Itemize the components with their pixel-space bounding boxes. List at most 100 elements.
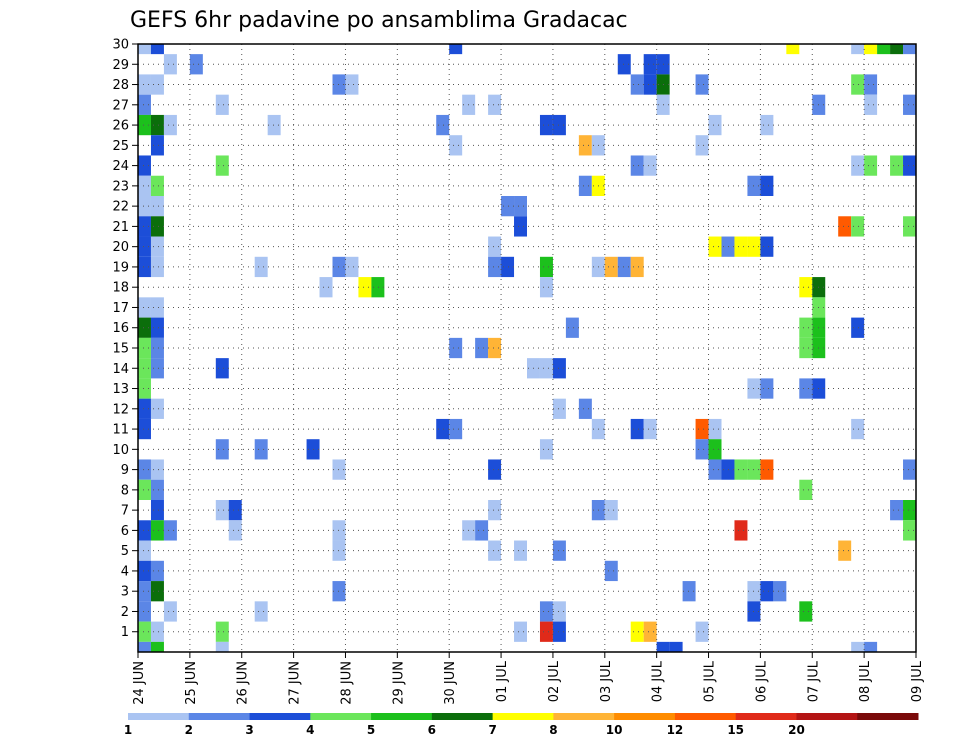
heatmap-cell — [449, 44, 463, 55]
heatmap-cell — [138, 398, 151, 419]
heatmap-cell — [449, 337, 463, 359]
heatmap-cell — [189, 54, 203, 75]
heatmap-cell — [138, 236, 151, 257]
heatmap-cell — [150, 459, 164, 480]
heatmap-cell — [617, 54, 631, 75]
heatmap-cell — [604, 256, 618, 278]
x-tick-label: 25 JUN — [184, 661, 199, 705]
heatmap-cell — [669, 641, 683, 652]
heatmap-cell — [228, 500, 242, 521]
y-tick-label: 23 — [112, 179, 129, 194]
y-tick-label: 9 — [121, 463, 129, 478]
heatmap-cell — [215, 641, 229, 652]
heatmap-cell — [734, 520, 748, 541]
heatmap-cell — [138, 520, 151, 541]
heatmap-cell — [475, 337, 489, 359]
x-tick-label: 07 JUL — [806, 660, 821, 702]
y-tick-label: 13 — [112, 382, 129, 397]
legend-label: 15 — [727, 723, 744, 737]
heatmap-cell — [903, 459, 916, 480]
legend-label: 7 — [488, 723, 496, 737]
legend-swatch — [431, 713, 494, 720]
heatmap-cell — [514, 196, 527, 217]
y-tick-label: 26 — [112, 119, 129, 134]
heatmap-cell — [864, 641, 878, 652]
heatmap-cell — [799, 337, 813, 359]
heatmap-cell — [371, 277, 385, 298]
heatmap-cell — [150, 196, 164, 217]
heatmap-cell — [150, 337, 164, 359]
heatmap-cell — [150, 358, 164, 379]
heatmap-cell — [864, 94, 878, 115]
heatmap-cell — [254, 256, 268, 278]
y-tick-label: 14 — [112, 362, 129, 377]
legend-label: 10 — [606, 723, 623, 737]
heatmap-cell — [799, 277, 813, 298]
legend-label: 4 — [306, 723, 314, 737]
heatmap-cell — [488, 256, 502, 278]
heatmap-cell — [138, 74, 151, 95]
heatmap-cell — [695, 74, 709, 95]
heatmap-cell — [138, 94, 151, 115]
legend-swatch — [371, 713, 433, 720]
heatmap-cell — [150, 641, 164, 652]
heatmap-cell — [150, 479, 164, 500]
heatmap-cell — [215, 439, 229, 460]
heatmap-cell — [150, 256, 164, 278]
heatmap-cell — [890, 44, 904, 55]
heatmap-cell — [903, 500, 916, 521]
heatmap-cell — [851, 216, 865, 237]
y-tick-label: 19 — [112, 260, 129, 275]
y-tick-label: 24 — [112, 159, 129, 174]
legend-label: 3 — [245, 723, 253, 737]
heatmap-cell — [163, 114, 177, 136]
x-tick-label: 30 JUN — [443, 661, 458, 705]
heatmap-cell — [150, 560, 164, 582]
heatmap-cell — [760, 175, 774, 196]
heatmap-cell — [890, 155, 904, 176]
heatmap-cell — [138, 297, 151, 318]
y-tick-label: 3 — [121, 585, 129, 600]
legend-label: 12 — [667, 723, 684, 737]
heatmap-cell — [138, 641, 151, 652]
chart-title: GEFS 6hr padavine po ansamblima Gradacac — [130, 8, 628, 33]
y-tick-label: 10 — [112, 443, 129, 458]
heatmap-cell — [254, 601, 268, 622]
heatmap-cell — [150, 74, 164, 95]
y-tick-label: 28 — [112, 78, 129, 93]
cells-layer — [138, 44, 916, 652]
legend-label: 6 — [428, 723, 436, 737]
y-tick-label: 12 — [112, 402, 129, 417]
heatmap-cell — [851, 418, 865, 440]
heatmap-cell — [903, 44, 916, 55]
heatmap-cell — [475, 520, 489, 541]
heatmap-cell — [501, 196, 515, 217]
heatmap-cell — [449, 135, 463, 156]
heatmap-cell — [150, 581, 164, 602]
heatmap-cell — [138, 479, 151, 500]
legend-swatch — [128, 713, 190, 720]
heatmap-cell — [150, 621, 164, 642]
y-tick-label: 5 — [121, 544, 129, 559]
heatmap-cell — [138, 196, 151, 217]
heatmap-cell — [138, 560, 151, 582]
heatmap-cell — [903, 94, 916, 115]
heatmap-cell — [877, 44, 891, 55]
heatmap-cell — [630, 621, 644, 642]
heatmap-cell — [488, 540, 502, 561]
heatmap-cell — [695, 418, 709, 440]
y-tick-label: 15 — [112, 342, 129, 357]
heatmap-cell — [138, 581, 151, 602]
heatmap-cell — [851, 44, 865, 55]
heatmap-cell — [138, 459, 151, 480]
heatmap-cell — [721, 236, 735, 257]
legend-label: 8 — [549, 723, 557, 737]
heatmap-cell — [501, 256, 515, 278]
y-tick-label: 7 — [121, 504, 129, 519]
heatmap-cell — [630, 155, 644, 176]
heatmap-cell — [708, 459, 722, 480]
y-tick-label: 1 — [121, 625, 129, 640]
heatmap-cell — [539, 114, 553, 136]
heatmap-cell — [539, 621, 553, 642]
